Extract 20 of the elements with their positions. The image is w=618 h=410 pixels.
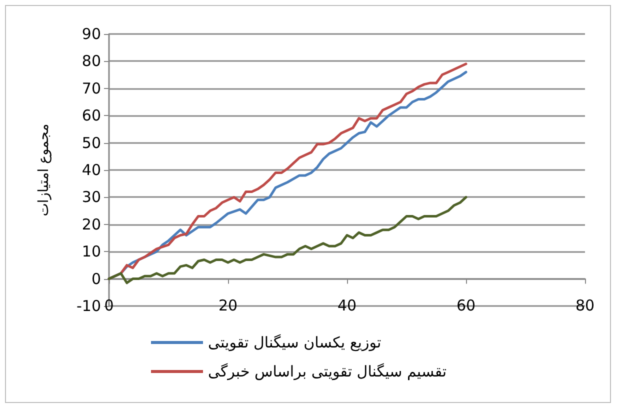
y-tick-label: -10 [76,297,101,315]
y-tick-label: 80 [82,52,101,70]
y-tick-label: 10 [82,242,101,261]
y-tick-label: 90 [82,25,101,43]
y-tick-label: 0 [91,270,101,288]
y-tick-label: 60 [82,106,101,125]
x-tick-label: 40 [337,296,357,314]
y-tick-label: 30 [82,188,101,206]
y-tick-label: 70 [82,79,101,98]
y-tick-label: 40 [82,161,101,179]
x-tick-label: 20 [218,296,238,314]
legend-label: توزیع یکسان سیگنال تقویتی [208,334,382,352]
x-tick-label: 0 [104,296,114,314]
y-tick-label: 50 [82,134,101,152]
y-tick-label: 20 [82,215,101,234]
line-series [108,196,468,284]
legend-label: تقسیم سیگنال تقویتی براساس خبرگی [208,362,447,380]
y-axis-title: مجموع امتیازات [36,124,52,216]
x-tick-label: 60 [456,296,476,314]
x-tick-label: 80 [575,296,595,314]
